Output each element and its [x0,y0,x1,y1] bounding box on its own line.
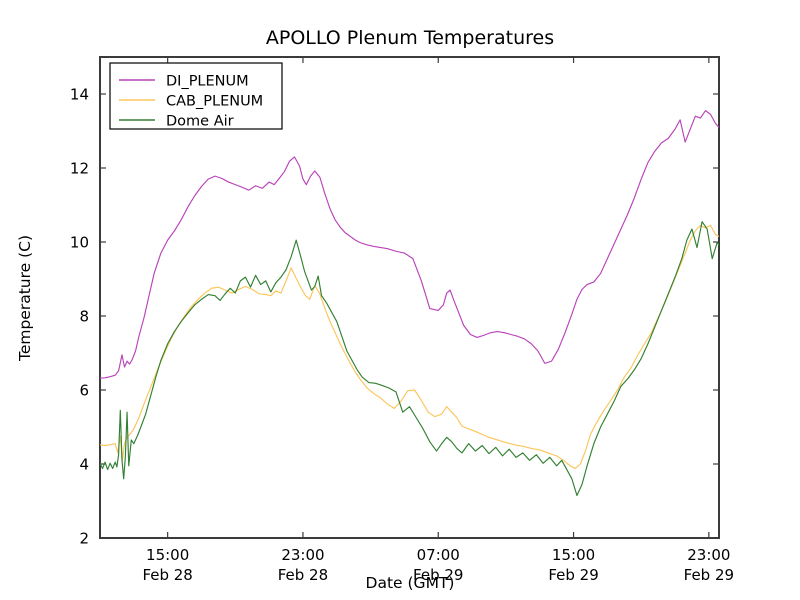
x-tick-date: Feb 29 [548,566,598,584]
legend-background [109,62,283,130]
x-tick-date: Feb 28 [278,566,328,584]
chart-title: APOLLO Plenum Temperatures [266,27,554,49]
y-tick-label: 12 [70,160,89,178]
x-tick-time: 15:00 [146,546,189,564]
x-tick-time: 07:00 [417,546,460,564]
y-axis-ticks: 2 4 6 8 10 12 14 [70,86,719,548]
legend-label-di-plenum[interactable]: DI_PLENUM [166,74,249,90]
chart-legend[interactable]: DI_PLENUM CAB_PLENUM Dome Air [109,62,283,130]
y-axis-title: Temperature (C) [16,235,34,362]
x-tick-date: Feb 29 [684,566,734,584]
legend-label-dome-air[interactable]: Dome Air [166,114,234,130]
y-tick-label: 8 [79,308,89,326]
legend-label-cab-plenum[interactable]: CAB_PLENUM [166,94,263,110]
series-lines [100,110,719,497]
y-tick-label: 10 [70,234,89,252]
x-axis-title: Date (GMT) [366,574,455,592]
plot-frame [99,56,720,539]
x-tick-date: Feb 29 [413,566,463,584]
y-tick-label: 6 [79,382,89,400]
x-tick-time: 23:00 [281,546,324,564]
y-tick-label: 14 [70,86,89,104]
x-axis-ticks: 15:00 Feb 28 23:00 Feb 28 07:00 Feb 29 15:00 Fe… [142,57,734,584]
x-tick-time: 23:00 [687,546,730,564]
y-tick-label: 2 [79,530,89,548]
y-tick-label: 4 [79,456,89,474]
series-line-di-plenum [100,110,719,379]
x-tick-date: Feb 28 [142,566,192,584]
series-line-cab-plenum [100,224,719,470]
series-line-dome-air [100,221,719,497]
x-tick-time: 15:00 [552,546,595,564]
